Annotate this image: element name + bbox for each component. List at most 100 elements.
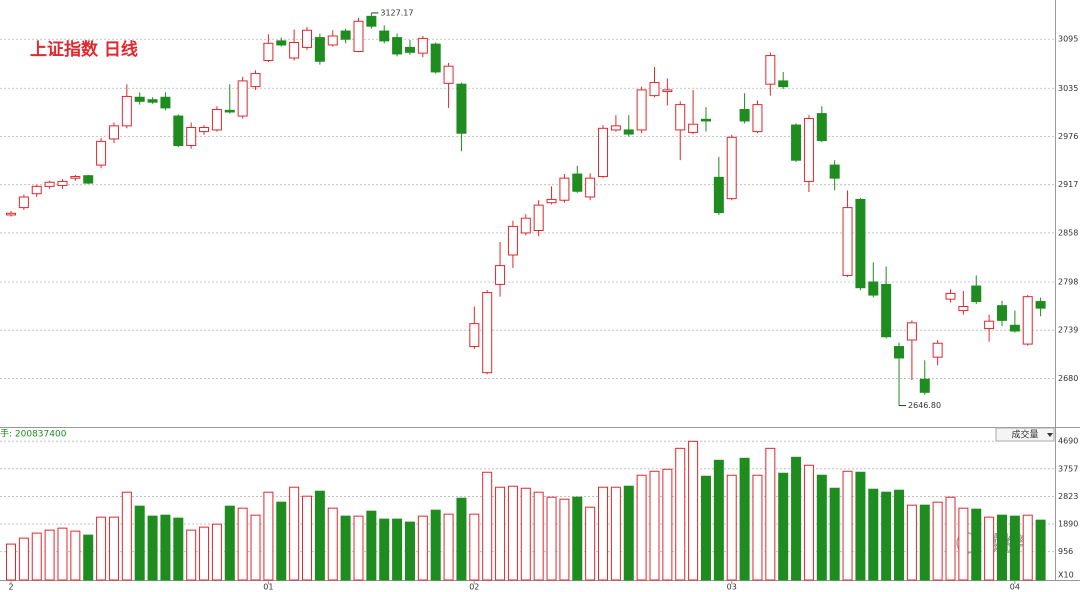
volume-bar: [211, 523, 222, 581]
volume-tick-label: 3757: [1058, 464, 1078, 473]
candle-body: [276, 40, 287, 46]
volume-bar: [443, 513, 454, 581]
candle-body: [199, 127, 210, 133]
volume-bar: [906, 504, 917, 581]
volume-bar: [623, 485, 634, 581]
candle-body: [559, 177, 570, 201]
volume-bar: [224, 505, 235, 581]
x-tick-label: 02: [469, 583, 479, 592]
candle-body: [224, 109, 235, 113]
volume-bar: [996, 514, 1007, 581]
volume-bar: [585, 506, 596, 581]
volume-bar: [314, 490, 325, 581]
candle-body: [649, 82, 660, 97]
candle-body: [546, 198, 557, 204]
volume-bar: [482, 471, 493, 581]
candle-body: [121, 95, 132, 127]
x-tick-label: 04: [1010, 583, 1020, 592]
candle-body: [932, 342, 943, 358]
annotation: 2646.80: [908, 401, 941, 410]
candle-body: [958, 305, 969, 312]
candle-body: [791, 124, 802, 161]
volume-bar: [739, 457, 750, 581]
volume-bar: [456, 497, 467, 581]
volume-bar: [533, 491, 544, 581]
candle-body: [70, 176, 81, 179]
candle-body: [713, 176, 724, 214]
candle-body: [443, 65, 454, 84]
dropdown-arrow: [1047, 433, 1053, 437]
volume-bar: [855, 471, 866, 581]
volume-bar: [546, 496, 557, 581]
volume-bar: [289, 486, 300, 581]
candle-body: [984, 320, 995, 330]
volume-bar: [559, 498, 570, 581]
candle-body: [1022, 296, 1033, 345]
candle-body: [108, 125, 119, 140]
volume-bar: [340, 515, 351, 581]
candle-body: [404, 46, 415, 53]
candle-body: [585, 177, 596, 198]
volume-bar: [958, 507, 969, 581]
volume-bar: [752, 474, 763, 581]
volume-bar: [700, 475, 711, 581]
candle-body: [1035, 301, 1046, 309]
candle-body: [816, 113, 827, 142]
volume-bar: [816, 474, 827, 581]
candle-body: [752, 104, 763, 133]
candle-body: [726, 136, 737, 200]
volume-bar: [96, 516, 107, 581]
volume-bar: [688, 440, 699, 581]
candle-body: [430, 43, 441, 73]
volume-bar: [57, 527, 68, 581]
volume-bar: [404, 521, 415, 581]
volume-bar: [726, 474, 737, 581]
candle-body: [778, 80, 789, 88]
volume-bar: [417, 515, 428, 581]
candle-body: [495, 265, 506, 285]
candle-body: [160, 96, 171, 109]
candle-body: [173, 115, 184, 146]
volume-bar: [791, 456, 802, 581]
candle-body: [739, 109, 750, 122]
candle-body: [881, 283, 892, 338]
volume-bar: [327, 507, 338, 581]
candle-body: [83, 175, 94, 184]
volume-bar: [778, 472, 789, 581]
candle-body: [250, 73, 261, 88]
volume-tick-label: 956: [1058, 547, 1073, 556]
volume-bar: [636, 474, 647, 581]
volume-bar: [572, 496, 583, 581]
candle-body: [520, 217, 531, 234]
candle-body: [996, 305, 1007, 321]
volume-bar: [199, 526, 210, 581]
candle-body: [971, 285, 982, 303]
volume-bar: [173, 517, 184, 581]
volume-bar: [765, 447, 776, 581]
volume-bar: [186, 529, 197, 581]
volume-bar: [984, 516, 995, 581]
candle-body: [803, 118, 814, 182]
volume-tick-label: 4690: [1058, 437, 1078, 446]
candle-body: [636, 89, 647, 131]
volume-bar: [353, 515, 364, 581]
volume-tick-label: 1890: [1058, 520, 1078, 529]
candle-body: [623, 129, 634, 135]
y-tick-label: 3035: [1058, 84, 1078, 93]
volume-bar: [919, 504, 930, 581]
volume-bar: [881, 491, 892, 581]
volume-bar: [894, 489, 905, 581]
volume-bar: [121, 491, 132, 581]
volume-bar: [44, 529, 55, 581]
volume-bar: [276, 501, 287, 581]
chart-title: 上证指数 日线: [30, 39, 138, 60]
volume-bar: [469, 513, 480, 581]
y-tick-label: 3095: [1058, 35, 1078, 44]
candle-body: [855, 198, 866, 289]
volume-bar: [83, 534, 94, 581]
candle-body: [945, 292, 956, 300]
candle-body: [765, 55, 776, 85]
y-tick-label: 2917: [1058, 180, 1078, 189]
candle-body: [340, 30, 351, 40]
candle-body: [327, 35, 338, 46]
